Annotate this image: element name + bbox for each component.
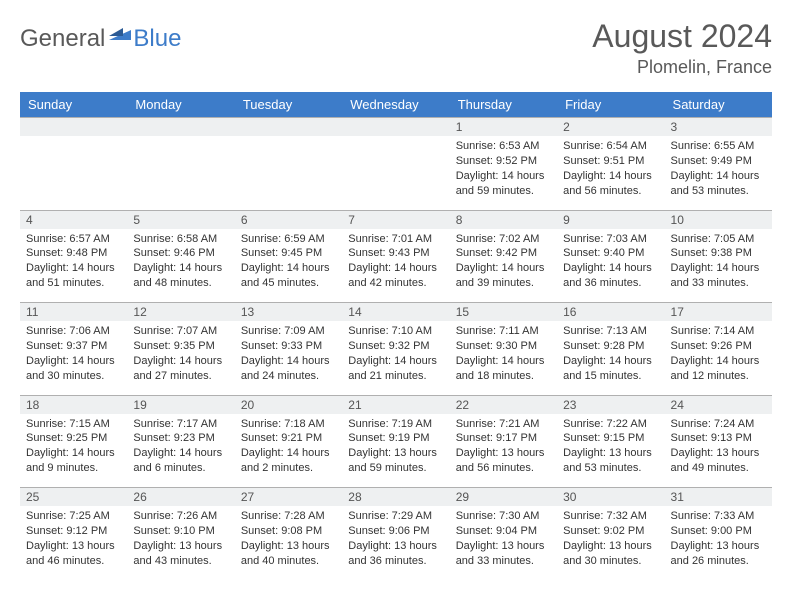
day-number-cell: 22 [450,395,557,414]
day-content-cell: Sunrise: 7:01 AMSunset: 9:43 PMDaylight:… [342,229,449,303]
day-content-cell: Sunrise: 7:26 AMSunset: 9:10 PMDaylight:… [127,506,234,580]
day-number-cell: 21 [342,395,449,414]
day-number-cell: 4 [20,210,127,229]
day-number-cell: 2 [557,118,664,137]
day-number-cell: 14 [342,303,449,322]
header: General Blue August 2024 Plomelin, Franc… [20,18,772,78]
weekday-header: Wednesday [342,92,449,118]
day-content-cell: Sunrise: 6:54 AMSunset: 9:51 PMDaylight:… [557,136,664,210]
day-content-cell: Sunrise: 7:03 AMSunset: 9:40 PMDaylight:… [557,229,664,303]
content-row: Sunrise: 6:57 AMSunset: 9:48 PMDaylight:… [20,229,772,303]
day-number-cell: 7 [342,210,449,229]
day-content-cell: Sunrise: 6:57 AMSunset: 9:48 PMDaylight:… [20,229,127,303]
brand-part2: Blue [133,25,181,53]
day-number-cell: 27 [235,488,342,507]
day-content-cell: Sunrise: 7:30 AMSunset: 9:04 PMDaylight:… [450,506,557,580]
weekday-header: Saturday [665,92,772,118]
calendar-page: General Blue August 2024 Plomelin, Franc… [0,0,792,590]
page-title: August 2024 [592,18,772,55]
day-content-cell: Sunrise: 7:09 AMSunset: 9:33 PMDaylight:… [235,321,342,395]
day-content-cell: Sunrise: 7:06 AMSunset: 9:37 PMDaylight:… [20,321,127,395]
day-number-cell: 9 [557,210,664,229]
day-number-cell: 5 [127,210,234,229]
location-label: Plomelin, France [592,57,772,78]
content-row: Sunrise: 7:15 AMSunset: 9:25 PMDaylight:… [20,414,772,488]
weekday-header: Friday [557,92,664,118]
day-content-cell: Sunrise: 7:17 AMSunset: 9:23 PMDaylight:… [127,414,234,488]
day-number-cell: 10 [665,210,772,229]
day-number-cell: 24 [665,395,772,414]
title-block: August 2024 Plomelin, France [592,18,772,78]
day-content-cell [127,136,234,210]
day-content-cell: Sunrise: 7:02 AMSunset: 9:42 PMDaylight:… [450,229,557,303]
day-content-cell: Sunrise: 7:32 AMSunset: 9:02 PMDaylight:… [557,506,664,580]
day-number-cell: 11 [20,303,127,322]
day-content-cell [235,136,342,210]
day-number-cell [127,118,234,137]
day-content-cell: Sunrise: 7:10 AMSunset: 9:32 PMDaylight:… [342,321,449,395]
day-number-cell: 12 [127,303,234,322]
day-number-cell: 25 [20,488,127,507]
day-content-cell: Sunrise: 7:24 AMSunset: 9:13 PMDaylight:… [665,414,772,488]
day-number-cell [235,118,342,137]
calendar-body: 123Sunrise: 6:53 AMSunset: 9:52 PMDaylig… [20,118,772,581]
daynum-row: 18192021222324 [20,395,772,414]
day-number-cell: 18 [20,395,127,414]
day-number-cell: 31 [665,488,772,507]
day-number-cell: 6 [235,210,342,229]
day-number-cell: 28 [342,488,449,507]
day-content-cell: Sunrise: 7:05 AMSunset: 9:38 PMDaylight:… [665,229,772,303]
day-number-cell [20,118,127,137]
day-number-cell: 29 [450,488,557,507]
weekday-header: Monday [127,92,234,118]
day-number-cell: 26 [127,488,234,507]
content-row: Sunrise: 7:25 AMSunset: 9:12 PMDaylight:… [20,506,772,580]
day-number-cell: 20 [235,395,342,414]
day-content-cell: Sunrise: 7:18 AMSunset: 9:21 PMDaylight:… [235,414,342,488]
day-content-cell: Sunrise: 6:58 AMSunset: 9:46 PMDaylight:… [127,229,234,303]
day-content-cell: Sunrise: 6:53 AMSunset: 9:52 PMDaylight:… [450,136,557,210]
day-content-cell: Sunrise: 7:13 AMSunset: 9:28 PMDaylight:… [557,321,664,395]
day-number-cell: 8 [450,210,557,229]
daynum-row: 45678910 [20,210,772,229]
day-content-cell: Sunrise: 7:21 AMSunset: 9:17 PMDaylight:… [450,414,557,488]
day-content-cell: Sunrise: 7:19 AMSunset: 9:19 PMDaylight:… [342,414,449,488]
day-number-cell: 1 [450,118,557,137]
content-row: Sunrise: 6:53 AMSunset: 9:52 PMDaylight:… [20,136,772,210]
brand-logo: General Blue [20,18,181,53]
weekday-header: Tuesday [235,92,342,118]
day-number-cell: 23 [557,395,664,414]
day-number-cell: 16 [557,303,664,322]
day-content-cell: Sunrise: 7:15 AMSunset: 9:25 PMDaylight:… [20,414,127,488]
day-content-cell [342,136,449,210]
day-number-cell: 19 [127,395,234,414]
day-content-cell: Sunrise: 7:33 AMSunset: 9:00 PMDaylight:… [665,506,772,580]
daynum-row: 123 [20,118,772,137]
brand-mark-icon [109,24,131,45]
brand-part1: General [20,25,105,53]
content-row: Sunrise: 7:06 AMSunset: 9:37 PMDaylight:… [20,321,772,395]
weekday-header: Thursday [450,92,557,118]
weekday-header-row: SundayMondayTuesdayWednesdayThursdayFrid… [20,92,772,118]
day-content-cell: Sunrise: 7:07 AMSunset: 9:35 PMDaylight:… [127,321,234,395]
day-content-cell: Sunrise: 7:11 AMSunset: 9:30 PMDaylight:… [450,321,557,395]
day-content-cell: Sunrise: 7:29 AMSunset: 9:06 PMDaylight:… [342,506,449,580]
day-content-cell [20,136,127,210]
day-number-cell: 15 [450,303,557,322]
day-number-cell: 30 [557,488,664,507]
day-number-cell [342,118,449,137]
day-content-cell: Sunrise: 7:22 AMSunset: 9:15 PMDaylight:… [557,414,664,488]
day-content-cell: Sunrise: 7:25 AMSunset: 9:12 PMDaylight:… [20,506,127,580]
day-content-cell: Sunrise: 6:55 AMSunset: 9:49 PMDaylight:… [665,136,772,210]
calendar-table: SundayMondayTuesdayWednesdayThursdayFrid… [20,92,772,580]
day-number-cell: 3 [665,118,772,137]
day-content-cell: Sunrise: 7:28 AMSunset: 9:08 PMDaylight:… [235,506,342,580]
daynum-row: 11121314151617 [20,303,772,322]
daynum-row: 25262728293031 [20,488,772,507]
day-content-cell: Sunrise: 6:59 AMSunset: 9:45 PMDaylight:… [235,229,342,303]
day-number-cell: 13 [235,303,342,322]
day-number-cell: 17 [665,303,772,322]
day-content-cell: Sunrise: 7:14 AMSunset: 9:26 PMDaylight:… [665,321,772,395]
weekday-header: Sunday [20,92,127,118]
